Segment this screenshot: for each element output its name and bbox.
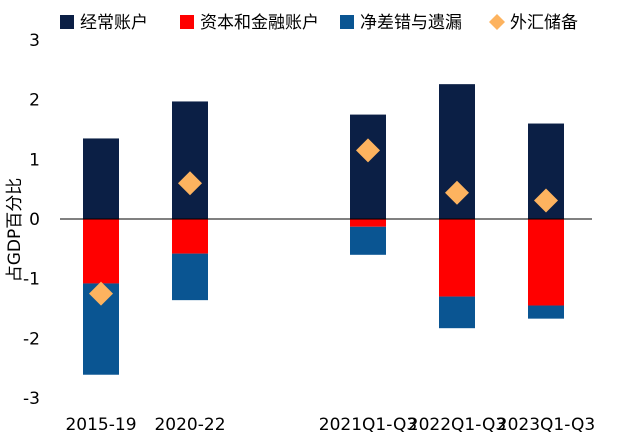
bar-series-1-1 (172, 219, 208, 254)
y-tick-label: 3 (29, 31, 40, 51)
legend-label-3: 外汇储备 (510, 13, 578, 33)
legend-swatch-2 (340, 15, 354, 29)
bar-series-0-2 (350, 114, 386, 219)
bar-series-1-0 (83, 219, 119, 284)
legend-label-2: 净差错与遗漏 (360, 13, 462, 33)
bar-series-2-4 (528, 305, 564, 319)
bar-series-1-3 (439, 219, 475, 297)
markers (89, 138, 558, 306)
bars (83, 84, 564, 375)
y-axis-title: 占GDP百分比 (5, 178, 25, 283)
bar-series-0-0 (83, 138, 119, 219)
marker-reserve-0 (89, 281, 113, 306)
y-tick-label: 2 (29, 91, 40, 111)
x-axis-ticks: 2015-19 2020-22 2021Q1-Q32022Q1-Q32023Q1-Q… (65, 415, 595, 435)
legend-swatch-3 (489, 14, 505, 30)
marker-reserve-4 (534, 188, 558, 213)
y-axis-ticks: -3 -2 -1 0 1 2 3 (23, 31, 40, 409)
marker-reserve-1 (178, 171, 202, 196)
legend-swatch-1 (180, 15, 194, 29)
x-tick-label: 2023Q1-Q3 (497, 415, 595, 435)
y-tick-label: 1 (29, 150, 40, 170)
y-tick-label: -1 (23, 270, 40, 290)
bar-series-2-2 (350, 226, 386, 255)
x-tick-label: 2020-22 (154, 415, 225, 435)
legend-label-1: 资本和金融账户 (200, 13, 319, 33)
x-tick-label: 2015-19 (65, 415, 136, 435)
x-tick-label: 2021Q1-Q3 (319, 415, 417, 435)
bar-series-1-2 (350, 219, 386, 227)
marker-reserve-3 (445, 180, 469, 205)
bar-series-1-4 (528, 219, 564, 306)
legend-label-0: 经常账户 (80, 13, 148, 33)
bar-series-0-1 (172, 101, 208, 219)
legend-swatch-0 (60, 15, 74, 29)
x-tick-label: 2022Q1-Q3 (408, 415, 506, 435)
bar-series-2-3 (439, 296, 475, 329)
y-tick-label: -3 (23, 389, 40, 409)
bar-series-2-1 (172, 253, 208, 301)
marker-reserve-2 (356, 138, 380, 163)
legend: 经常账户 资本和金融账户 净差错与遗漏 外汇储备 (60, 13, 578, 33)
y-tick-label: 0 (29, 210, 40, 230)
y-tick-label: -2 (23, 329, 40, 349)
